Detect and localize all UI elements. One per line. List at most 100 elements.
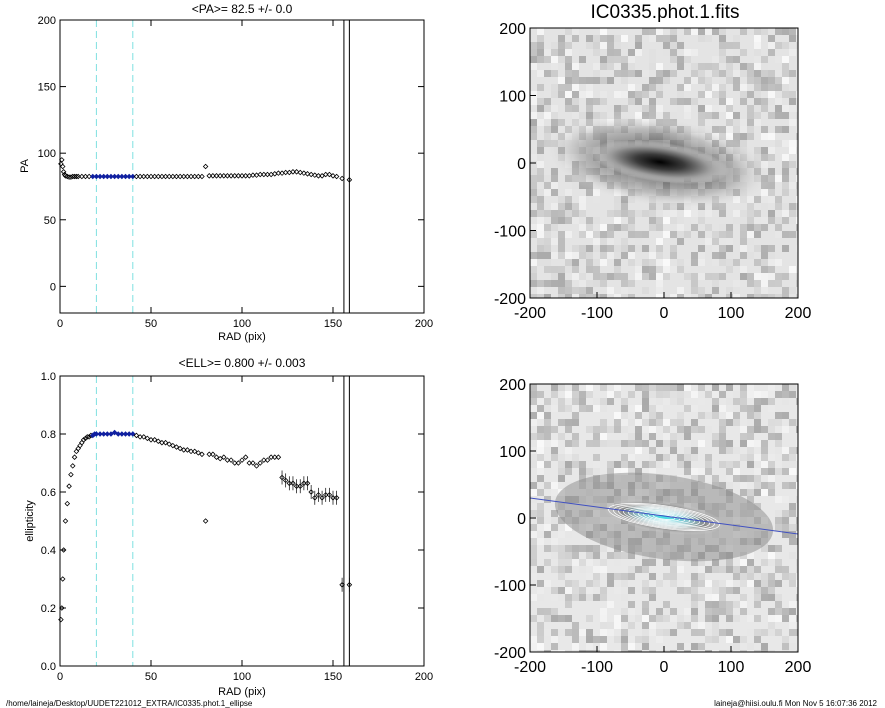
noise-cell [733, 112, 740, 119]
noise-cell [614, 412, 621, 419]
noise-cell [691, 391, 698, 398]
noise-cell [726, 636, 733, 643]
noise-cell [551, 594, 558, 601]
noise-cell [789, 91, 796, 98]
noise-cell [551, 252, 558, 259]
noise-cell [740, 133, 747, 140]
noise-cell [621, 468, 628, 475]
noise-cell [768, 42, 775, 49]
noise-cell [670, 35, 677, 42]
noise-cell [565, 405, 572, 412]
noise-cell [677, 643, 684, 650]
data-point [304, 171, 311, 177]
noise-cell [747, 489, 754, 496]
noise-cell [684, 426, 691, 433]
noise-cell [628, 245, 635, 252]
noise-cell [607, 468, 614, 475]
noise-cell [670, 266, 677, 273]
noise-cell [733, 231, 740, 238]
noise-cell [586, 587, 593, 594]
noise-cell [649, 210, 656, 217]
data-point [301, 480, 307, 487]
noise-cell [775, 566, 782, 573]
noise-cell [691, 405, 698, 412]
x-tick-label: -200 [514, 659, 546, 676]
galaxy-image-top: IC0335.phot.1.fits -200 -100 0 1 [494, 2, 811, 322]
y-tick-label: 50 [44, 215, 56, 227]
noise-cell [733, 56, 740, 63]
noise-cell [572, 636, 579, 643]
noise-cell [565, 426, 572, 433]
noise-cell [691, 608, 698, 615]
noise-cell [761, 147, 768, 154]
noise-cell [565, 545, 572, 552]
noise-cell [537, 608, 544, 615]
noise-cell [782, 461, 789, 468]
noise-cell [719, 210, 726, 217]
noise-cell [754, 210, 761, 217]
noise-cell [677, 566, 684, 573]
noise-cell [796, 273, 798, 280]
noise-cell [670, 580, 677, 587]
x-tick-label: 0 [660, 305, 669, 322]
noise-cell [747, 643, 754, 650]
noise-cell [705, 119, 712, 126]
noise-cell [593, 398, 600, 405]
noise-cell [628, 63, 635, 70]
noise-cell [551, 524, 558, 531]
noise-cell [796, 496, 798, 503]
noise-cell [670, 391, 677, 398]
data-point [253, 463, 260, 469]
noise-cell [691, 643, 698, 650]
noise-cell [537, 426, 544, 433]
noise-cell [712, 622, 719, 629]
noise-cell [586, 580, 593, 587]
noise-cell [656, 28, 663, 35]
noise-cell [796, 182, 798, 189]
data-point [159, 439, 165, 446]
noise-cell [572, 545, 579, 552]
noise-cell [586, 259, 593, 266]
noise-cell [649, 587, 656, 594]
noise-cell [607, 287, 614, 294]
data-point [231, 460, 238, 466]
noise-cell [663, 573, 670, 580]
noise-cell [775, 140, 782, 147]
noise-cell [740, 70, 747, 77]
noise-cell [719, 105, 726, 112]
noise-cell [670, 398, 677, 405]
noise-cell [614, 63, 621, 70]
noise-cell [537, 70, 544, 77]
noise-cell [705, 426, 712, 433]
noise-cell [775, 468, 782, 475]
noise-cell [544, 133, 551, 140]
noise-cell [579, 56, 586, 63]
noise-cell [593, 196, 600, 203]
data-point [261, 457, 267, 463]
noise-cell [747, 112, 754, 119]
noise-cell [642, 426, 649, 433]
noise-cell [677, 391, 684, 398]
noise-cell [754, 482, 761, 489]
data-point [133, 173, 140, 180]
noise-cell [761, 189, 768, 196]
noise-cell [789, 203, 796, 210]
noise-cell [761, 245, 768, 252]
noise-cell [782, 161, 789, 168]
noise-cell [684, 461, 691, 468]
noise-cell [775, 510, 782, 517]
noise-cell [796, 475, 798, 482]
data-point [144, 173, 151, 180]
data-point [275, 454, 282, 460]
noise-cell [607, 224, 614, 231]
noise-cell [642, 615, 649, 622]
noise-cell [607, 77, 614, 84]
noise-cell [537, 405, 544, 412]
noise-cell [614, 426, 621, 433]
noise-cell [698, 580, 705, 587]
noise-cell [551, 538, 558, 545]
noise-cell [670, 28, 677, 35]
noise-cell [558, 56, 565, 63]
noise-cell [775, 84, 782, 91]
noise-cell [649, 217, 656, 224]
